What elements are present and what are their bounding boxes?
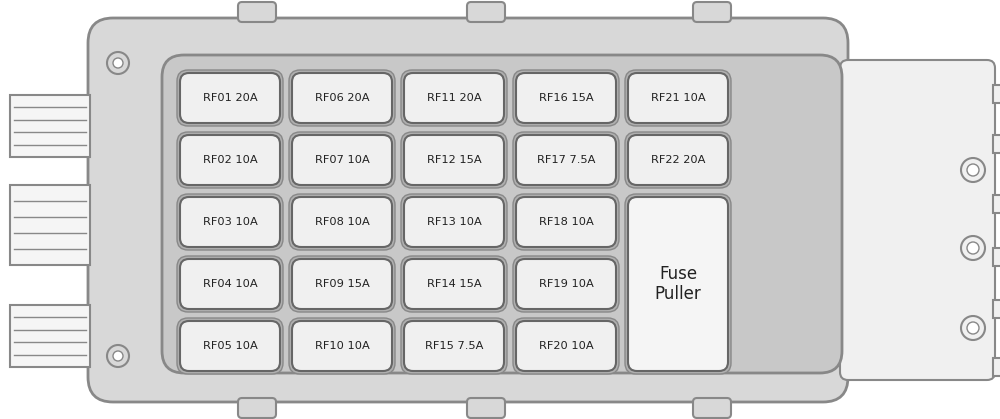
FancyBboxPatch shape [289, 256, 395, 312]
FancyBboxPatch shape [177, 194, 283, 250]
FancyBboxPatch shape [177, 318, 283, 374]
FancyBboxPatch shape [180, 73, 280, 123]
FancyBboxPatch shape [693, 398, 731, 418]
Circle shape [961, 316, 985, 340]
FancyBboxPatch shape [513, 132, 619, 188]
Text: RF07 10A: RF07 10A [315, 155, 369, 165]
Text: RF18 10A: RF18 10A [539, 217, 593, 227]
FancyBboxPatch shape [292, 197, 392, 247]
FancyBboxPatch shape [180, 321, 280, 371]
Text: RF02 10A: RF02 10A [203, 155, 257, 165]
FancyBboxPatch shape [467, 2, 505, 22]
FancyBboxPatch shape [401, 132, 507, 188]
FancyBboxPatch shape [180, 259, 280, 309]
FancyBboxPatch shape [404, 73, 504, 123]
FancyBboxPatch shape [513, 256, 619, 312]
Circle shape [107, 345, 129, 367]
FancyBboxPatch shape [292, 73, 392, 123]
FancyBboxPatch shape [162, 55, 842, 373]
FancyBboxPatch shape [625, 132, 731, 188]
FancyBboxPatch shape [289, 70, 395, 126]
FancyBboxPatch shape [180, 197, 280, 247]
Bar [993, 300, 1000, 318]
FancyBboxPatch shape [840, 60, 995, 380]
FancyBboxPatch shape [693, 2, 731, 22]
Text: RF06 20A: RF06 20A [315, 93, 369, 103]
FancyBboxPatch shape [292, 321, 392, 371]
Text: RF14 15A: RF14 15A [427, 279, 481, 289]
FancyBboxPatch shape [177, 70, 283, 126]
FancyBboxPatch shape [404, 197, 504, 247]
FancyBboxPatch shape [404, 135, 504, 185]
FancyBboxPatch shape [516, 197, 616, 247]
Text: RF21 10A: RF21 10A [651, 93, 705, 103]
Text: Fuse
Puller: Fuse Puller [655, 265, 701, 303]
Text: RF10 10A: RF10 10A [315, 341, 369, 351]
FancyBboxPatch shape [177, 256, 283, 312]
Bar [993, 135, 1000, 153]
FancyBboxPatch shape [516, 73, 616, 123]
Circle shape [967, 322, 979, 334]
FancyBboxPatch shape [516, 321, 616, 371]
Circle shape [967, 242, 979, 254]
FancyBboxPatch shape [177, 132, 283, 188]
Text: RF05 10A: RF05 10A [203, 341, 257, 351]
FancyBboxPatch shape [238, 398, 276, 418]
Text: RF15 7.5A: RF15 7.5A [425, 341, 483, 351]
Text: RF04 10A: RF04 10A [203, 279, 257, 289]
FancyBboxPatch shape [513, 318, 619, 374]
FancyBboxPatch shape [401, 256, 507, 312]
Bar [993, 195, 1000, 213]
FancyBboxPatch shape [401, 318, 507, 374]
FancyBboxPatch shape [513, 70, 619, 126]
Text: RF13 10A: RF13 10A [427, 217, 481, 227]
Text: RF16 15A: RF16 15A [539, 93, 593, 103]
FancyBboxPatch shape [292, 135, 392, 185]
FancyBboxPatch shape [404, 259, 504, 309]
Circle shape [113, 58, 123, 68]
Text: RF01 20A: RF01 20A [203, 93, 257, 103]
FancyBboxPatch shape [401, 70, 507, 126]
Bar [993, 358, 1000, 376]
Circle shape [961, 158, 985, 182]
Text: RF03 10A: RF03 10A [203, 217, 257, 227]
FancyBboxPatch shape [516, 259, 616, 309]
FancyBboxPatch shape [238, 2, 276, 22]
Text: RF20 10A: RF20 10A [539, 341, 593, 351]
Circle shape [107, 52, 129, 74]
Circle shape [967, 164, 979, 176]
Text: RF08 10A: RF08 10A [315, 217, 369, 227]
FancyBboxPatch shape [289, 318, 395, 374]
Text: RF19 10A: RF19 10A [539, 279, 593, 289]
FancyBboxPatch shape [289, 194, 395, 250]
FancyBboxPatch shape [516, 135, 616, 185]
Bar [10, 305, 90, 367]
FancyBboxPatch shape [628, 73, 728, 123]
FancyBboxPatch shape [628, 135, 728, 185]
Text: RF11 20A: RF11 20A [427, 93, 481, 103]
Bar [993, 248, 1000, 266]
FancyBboxPatch shape [404, 321, 504, 371]
FancyBboxPatch shape [628, 197, 728, 371]
FancyBboxPatch shape [513, 194, 619, 250]
Bar [10, 185, 90, 265]
FancyBboxPatch shape [289, 132, 395, 188]
Text: RF12 15A: RF12 15A [427, 155, 481, 165]
FancyBboxPatch shape [88, 18, 848, 402]
Text: RF17 7.5A: RF17 7.5A [537, 155, 595, 165]
Circle shape [961, 236, 985, 260]
Text: RF22 20A: RF22 20A [651, 155, 705, 165]
Circle shape [113, 351, 123, 361]
FancyBboxPatch shape [625, 70, 731, 126]
FancyBboxPatch shape [401, 194, 507, 250]
Bar [993, 85, 1000, 103]
FancyBboxPatch shape [467, 398, 505, 418]
FancyBboxPatch shape [292, 259, 392, 309]
FancyBboxPatch shape [180, 135, 280, 185]
FancyBboxPatch shape [625, 194, 731, 374]
Bar [10, 95, 90, 157]
Text: RF09 15A: RF09 15A [315, 279, 369, 289]
